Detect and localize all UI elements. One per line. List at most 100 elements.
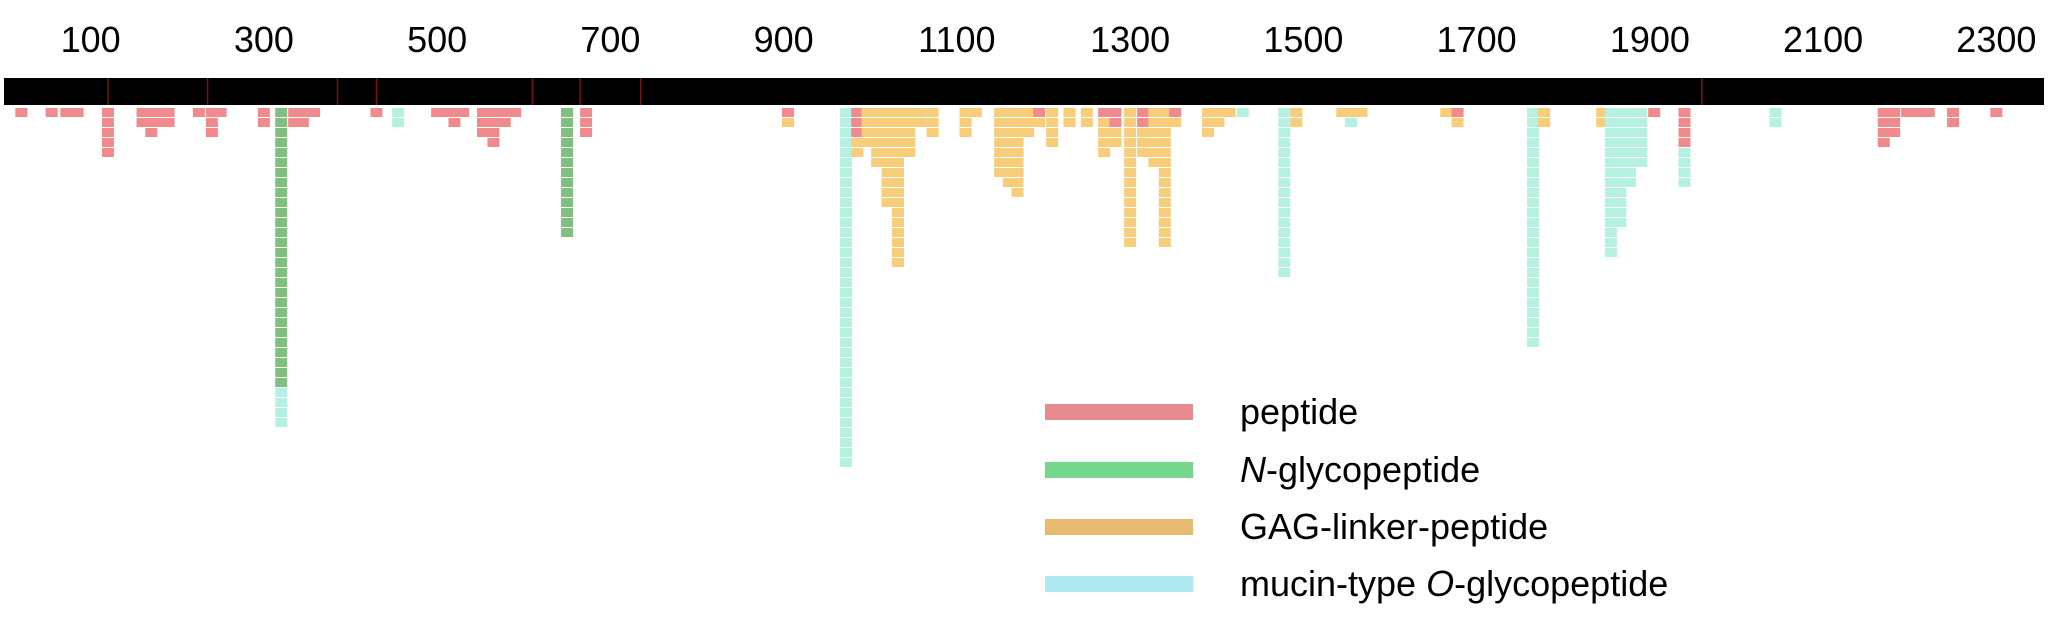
- coverage-block-mucin: [839, 208, 852, 217]
- coverage-block-gag: [1124, 108, 1137, 117]
- coverage-block-mucin: [1678, 178, 1691, 187]
- coverage-block-gag: [891, 248, 904, 257]
- coverage-block-mucin: [1635, 138, 1648, 147]
- coverage-block-peptide: [60, 108, 73, 117]
- coverage-block-peptide: [1137, 108, 1150, 117]
- coverage-block-n-glyco: [561, 178, 574, 187]
- coverage-block-peptide: [45, 108, 58, 117]
- coverage-block-mucin: [1526, 338, 1539, 347]
- coverage-block-gag: [891, 168, 904, 177]
- coverage-block-mucin: [1526, 118, 1539, 127]
- coverage-column: [1990, 108, 2003, 117]
- tick-label-1500: 1500: [1263, 19, 1343, 60]
- coverage-block-peptide: [781, 108, 794, 117]
- coverage-block-peptide: [1137, 118, 1150, 127]
- coverage-block-mucin: [839, 348, 852, 357]
- coverage-block-mucin: [839, 268, 852, 277]
- coverage-block-gag: [871, 128, 884, 137]
- coverage-block-mucin: [839, 428, 852, 437]
- coverage-block-mucin: [1278, 208, 1291, 217]
- coverage-block-peptide: [1877, 108, 1890, 117]
- coverage-block-gag: [871, 158, 884, 167]
- coverage-block-mucin: [1526, 178, 1539, 187]
- coverage-block-n-glyco: [561, 108, 574, 117]
- coverage-block-peptide: [1877, 118, 1890, 127]
- coverage-block-gag: [1212, 118, 1225, 127]
- coverage-block-peptide: [1451, 108, 1464, 117]
- coverage-block-mucin: [839, 378, 852, 387]
- coverage-block-gag: [881, 138, 894, 147]
- coverage-column: [296, 108, 309, 127]
- coverage-block-mucin: [839, 398, 852, 407]
- coverage-block-n-glyco: [275, 168, 288, 177]
- coverage-block-gag: [1098, 128, 1111, 137]
- coverage-block-mucin: [1278, 158, 1291, 167]
- coverage-block-mucin: [1623, 158, 1636, 167]
- coverage-block-gag: [1148, 128, 1161, 137]
- coverage-block-mucin: [839, 388, 852, 397]
- coverage-block-peptide: [1169, 108, 1182, 117]
- coverage-column: [903, 108, 916, 157]
- coverage-column: [1440, 108, 1453, 117]
- coverage-block-mucin: [1278, 168, 1291, 177]
- coverage-block-peptide: [145, 118, 158, 127]
- coverage-column: [1033, 108, 1046, 127]
- coverage-block-peptide: [1888, 128, 1901, 137]
- coverage-block-gag: [1124, 148, 1137, 157]
- coverage-block-peptide: [15, 108, 28, 117]
- coverage-block-peptide: [1678, 138, 1691, 147]
- coverage-column: [45, 108, 58, 117]
- coverage-block-n-glyco: [561, 158, 574, 167]
- coverage-block-mucin: [1678, 148, 1691, 157]
- coverage-block-gag: [1440, 108, 1453, 117]
- coverage-block-mucin: [1623, 168, 1636, 177]
- coverage-block-gag: [994, 118, 1007, 127]
- tick-label-1700: 1700: [1437, 19, 1517, 60]
- coverage-block-n-glyco: [275, 318, 288, 327]
- coverage-block-peptide: [1947, 108, 1960, 117]
- coverage-block-gag: [1158, 178, 1171, 187]
- coverage-block-peptide: [205, 128, 218, 137]
- coverage-block-gag: [1063, 118, 1076, 127]
- coverage-block-gag: [994, 148, 1007, 157]
- coverage-column: [1223, 108, 1236, 117]
- coverage-column: [1355, 108, 1368, 117]
- coverage-block-gag: [1124, 208, 1137, 217]
- coverage-block-gag: [1098, 118, 1111, 127]
- coverage-block-gag: [1011, 128, 1024, 137]
- coverage-block-gag: [891, 208, 904, 217]
- coverage-column: [914, 108, 927, 127]
- coverage-block-gag: [891, 198, 904, 207]
- coverage-block-peptide: [487, 128, 500, 137]
- coverage-block-gag: [1109, 138, 1122, 147]
- coverage-block-n-glyco: [561, 188, 574, 197]
- coverage-column: [1158, 108, 1171, 247]
- coverage-block-gag: [1158, 218, 1171, 227]
- coverage-block-mucin: [1635, 148, 1648, 157]
- coverage-block-gag: [1124, 128, 1137, 137]
- coverage-block-mucin: [839, 248, 852, 257]
- coverage-block-mucin: [1678, 168, 1691, 177]
- coverage-block-gag: [969, 108, 982, 117]
- coverage-block-gag: [1002, 138, 1015, 147]
- coverage-block-gag: [881, 178, 894, 187]
- coverage-block-mucin: [839, 138, 852, 147]
- coverage-column: [487, 108, 500, 147]
- coverage-column: [71, 108, 84, 117]
- coverage-column: [881, 108, 894, 207]
- coverage-block-n-glyco: [275, 198, 288, 207]
- coverage-column: [1002, 108, 1015, 187]
- coverage-block-gag: [891, 218, 904, 227]
- coverage-block-gag: [994, 168, 1007, 177]
- coverage-block-peptide: [1901, 108, 1914, 117]
- tick-label-900: 900: [754, 19, 814, 60]
- coverage-block-gag: [891, 178, 904, 187]
- coverage-block-gag: [1063, 108, 1076, 117]
- coverage-block-mucin: [1278, 128, 1291, 137]
- coverage-block-peptide: [71, 108, 84, 117]
- coverage-block-mucin: [1614, 138, 1627, 147]
- coverage-block-mucin: [1604, 208, 1617, 217]
- coverage-column: [192, 108, 205, 117]
- coverage-block-mucin: [1526, 148, 1539, 157]
- coverage-column: [959, 108, 972, 137]
